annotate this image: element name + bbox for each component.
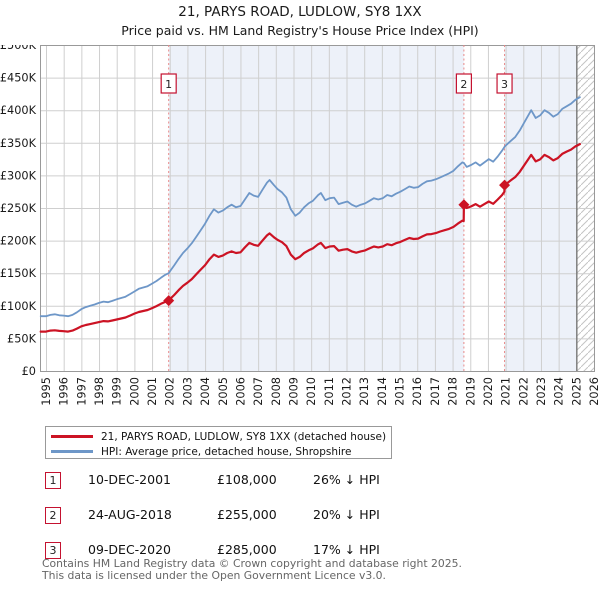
transaction-table: 1 10-DEC-2001 £108,000 26% ↓ HPI 2 24-AU… bbox=[45, 463, 465, 568]
hpi-line bbox=[39, 96, 581, 318]
table-row: 2 24-AUG-2018 £255,000 20% ↓ HPI bbox=[45, 498, 465, 533]
y-axis-tick-label: £300K bbox=[0, 169, 37, 182]
legend-label-price: 21, PARYS ROAD, LUDLOW, SY8 1XX (detache… bbox=[101, 430, 387, 443]
y-axis-tick-label: £200K bbox=[0, 235, 37, 248]
y-axis-tick-label: £500K bbox=[0, 45, 37, 52]
x-axis-tick-label: 2009 bbox=[287, 377, 300, 406]
x-axis-tick-label: 2013 bbox=[358, 377, 371, 406]
transaction-marker-number: 2 bbox=[460, 78, 467, 91]
x-axis-tick-label: 2011 bbox=[323, 377, 336, 406]
plot-border bbox=[40, 45, 595, 372]
footer-line-1: Contains HM Land Registry data © Crown c… bbox=[42, 557, 462, 570]
x-axis-tick-label: 2010 bbox=[305, 377, 318, 406]
transaction-date: 09-DEC-2020 bbox=[88, 542, 171, 557]
transaction-number-badge: 1 bbox=[45, 472, 61, 489]
x-axis-tick-label: 2007 bbox=[252, 377, 265, 406]
x-axis-tick-label: 1998 bbox=[93, 377, 106, 406]
table-row: 3 09-DEC-2020 £285,000 17% ↓ HPI bbox=[45, 533, 465, 568]
transaction-hpi-diff: 20% ↓ HPI bbox=[313, 507, 380, 522]
price-line bbox=[39, 142, 582, 333]
x-axis-tick-label: 2003 bbox=[181, 377, 194, 406]
transaction-number-badge: 2 bbox=[45, 507, 61, 524]
y-axis-tick-label: £400K bbox=[0, 104, 37, 117]
transaction-date: 10-DEC-2001 bbox=[88, 472, 171, 487]
price-history-chart: 1 2 3 £0 £50K £100K £150K £200K £250K £300K £350K £… bbox=[0, 45, 600, 406]
legend-item-price: 21, PARYS ROAD, LUDLOW, SY8 1XX (detache… bbox=[51, 429, 391, 444]
y-axis-tick-label: £100K bbox=[0, 300, 37, 313]
transaction-price: £255,000 bbox=[217, 507, 277, 522]
legend-label-hpi: HPI: Average price, detached house, Shro… bbox=[101, 445, 352, 458]
hpi-line-swatch bbox=[51, 450, 93, 453]
x-axis-tick-label: 2024 bbox=[553, 377, 566, 406]
x-axis-tick-label: 2014 bbox=[376, 377, 389, 406]
chart-title: 21, PARYS ROAD, LUDLOW, SY8 1XX bbox=[178, 4, 422, 20]
y-axis-tick-label: £350K bbox=[0, 137, 37, 150]
y-axis-tick-label: £150K bbox=[0, 267, 37, 280]
x-axis-tick-label: 2000 bbox=[128, 377, 141, 406]
footer-line-2: This data is licensed under the Open Gov… bbox=[42, 568, 386, 582]
x-axis-tick-label: 2026 bbox=[588, 377, 600, 406]
x-axis-tick-label: 2017 bbox=[429, 377, 442, 406]
sale-point-diamond bbox=[499, 179, 511, 191]
x-axis-tick-label: 2019 bbox=[464, 377, 477, 406]
x-axis-tick-label: 2021 bbox=[500, 377, 513, 406]
legend: 21, PARYS ROAD, LUDLOW, SY8 1XX (detache… bbox=[45, 426, 392, 459]
x-axis-tick-label: 2012 bbox=[341, 377, 354, 406]
legend-item-hpi: HPI: Average price, detached house, Shro… bbox=[51, 444, 391, 459]
x-axis-tick-label: 2023 bbox=[535, 377, 548, 406]
table-row: 1 10-DEC-2001 £108,000 26% ↓ HPI bbox=[45, 463, 465, 498]
x-axis-tick-label: 2016 bbox=[411, 377, 424, 406]
license-footer: Contains HM Land Registry data © Crown c… bbox=[42, 558, 592, 581]
x-axis-tick-label: 2001 bbox=[146, 377, 159, 406]
transaction-marker-number: 3 bbox=[501, 78, 508, 91]
y-axis-tick-label: £50K bbox=[7, 332, 37, 345]
y-axis-tick-label: £0 bbox=[22, 365, 36, 378]
x-axis-tick-label: 2018 bbox=[447, 377, 460, 406]
x-axis-tick-label: 1996 bbox=[58, 377, 71, 406]
transaction-price: £285,000 bbox=[217, 542, 277, 557]
transaction-marker-box bbox=[160, 73, 177, 94]
sale-point-diamond bbox=[163, 295, 175, 307]
x-axis-tick-label: 2004 bbox=[199, 377, 212, 406]
transaction-hpi-diff: 17% ↓ HPI bbox=[313, 542, 380, 557]
y-axis-tick-label: £250K bbox=[0, 202, 37, 215]
chart-subtitle: Price paid vs. HM Land Registry's House … bbox=[121, 23, 479, 38]
x-axis-tick-label: 2020 bbox=[482, 377, 495, 406]
transaction-price: £108,000 bbox=[217, 472, 277, 487]
transaction-marker-box bbox=[496, 73, 513, 94]
price-line-swatch bbox=[51, 435, 93, 438]
x-axis-tick-label: 2015 bbox=[394, 377, 407, 406]
x-axis-tick-label: 2005 bbox=[217, 377, 230, 406]
x-axis-tick-label: 1997 bbox=[75, 377, 88, 406]
transaction-marker-number: 1 bbox=[165, 78, 172, 91]
x-axis-tick-label: 2008 bbox=[270, 377, 283, 406]
sale-point-diamond bbox=[458, 199, 470, 211]
transaction-date: 24-AUG-2018 bbox=[88, 507, 172, 522]
x-axis-tick-label: 1999 bbox=[111, 377, 124, 406]
x-axis-tick-label: 2025 bbox=[570, 377, 583, 406]
x-axis-tick-label: 2002 bbox=[164, 377, 177, 406]
transaction-number-badge: 3 bbox=[45, 542, 61, 559]
x-axis-tick-label: 2022 bbox=[517, 377, 530, 406]
x-axis-tick-label: 2006 bbox=[234, 377, 247, 406]
transaction-marker-box bbox=[455, 73, 472, 94]
transaction-hpi-diff: 26% ↓ HPI bbox=[313, 472, 380, 487]
y-axis-tick-label: £450K bbox=[0, 72, 37, 85]
x-axis-tick-label: 1995 bbox=[40, 377, 53, 406]
